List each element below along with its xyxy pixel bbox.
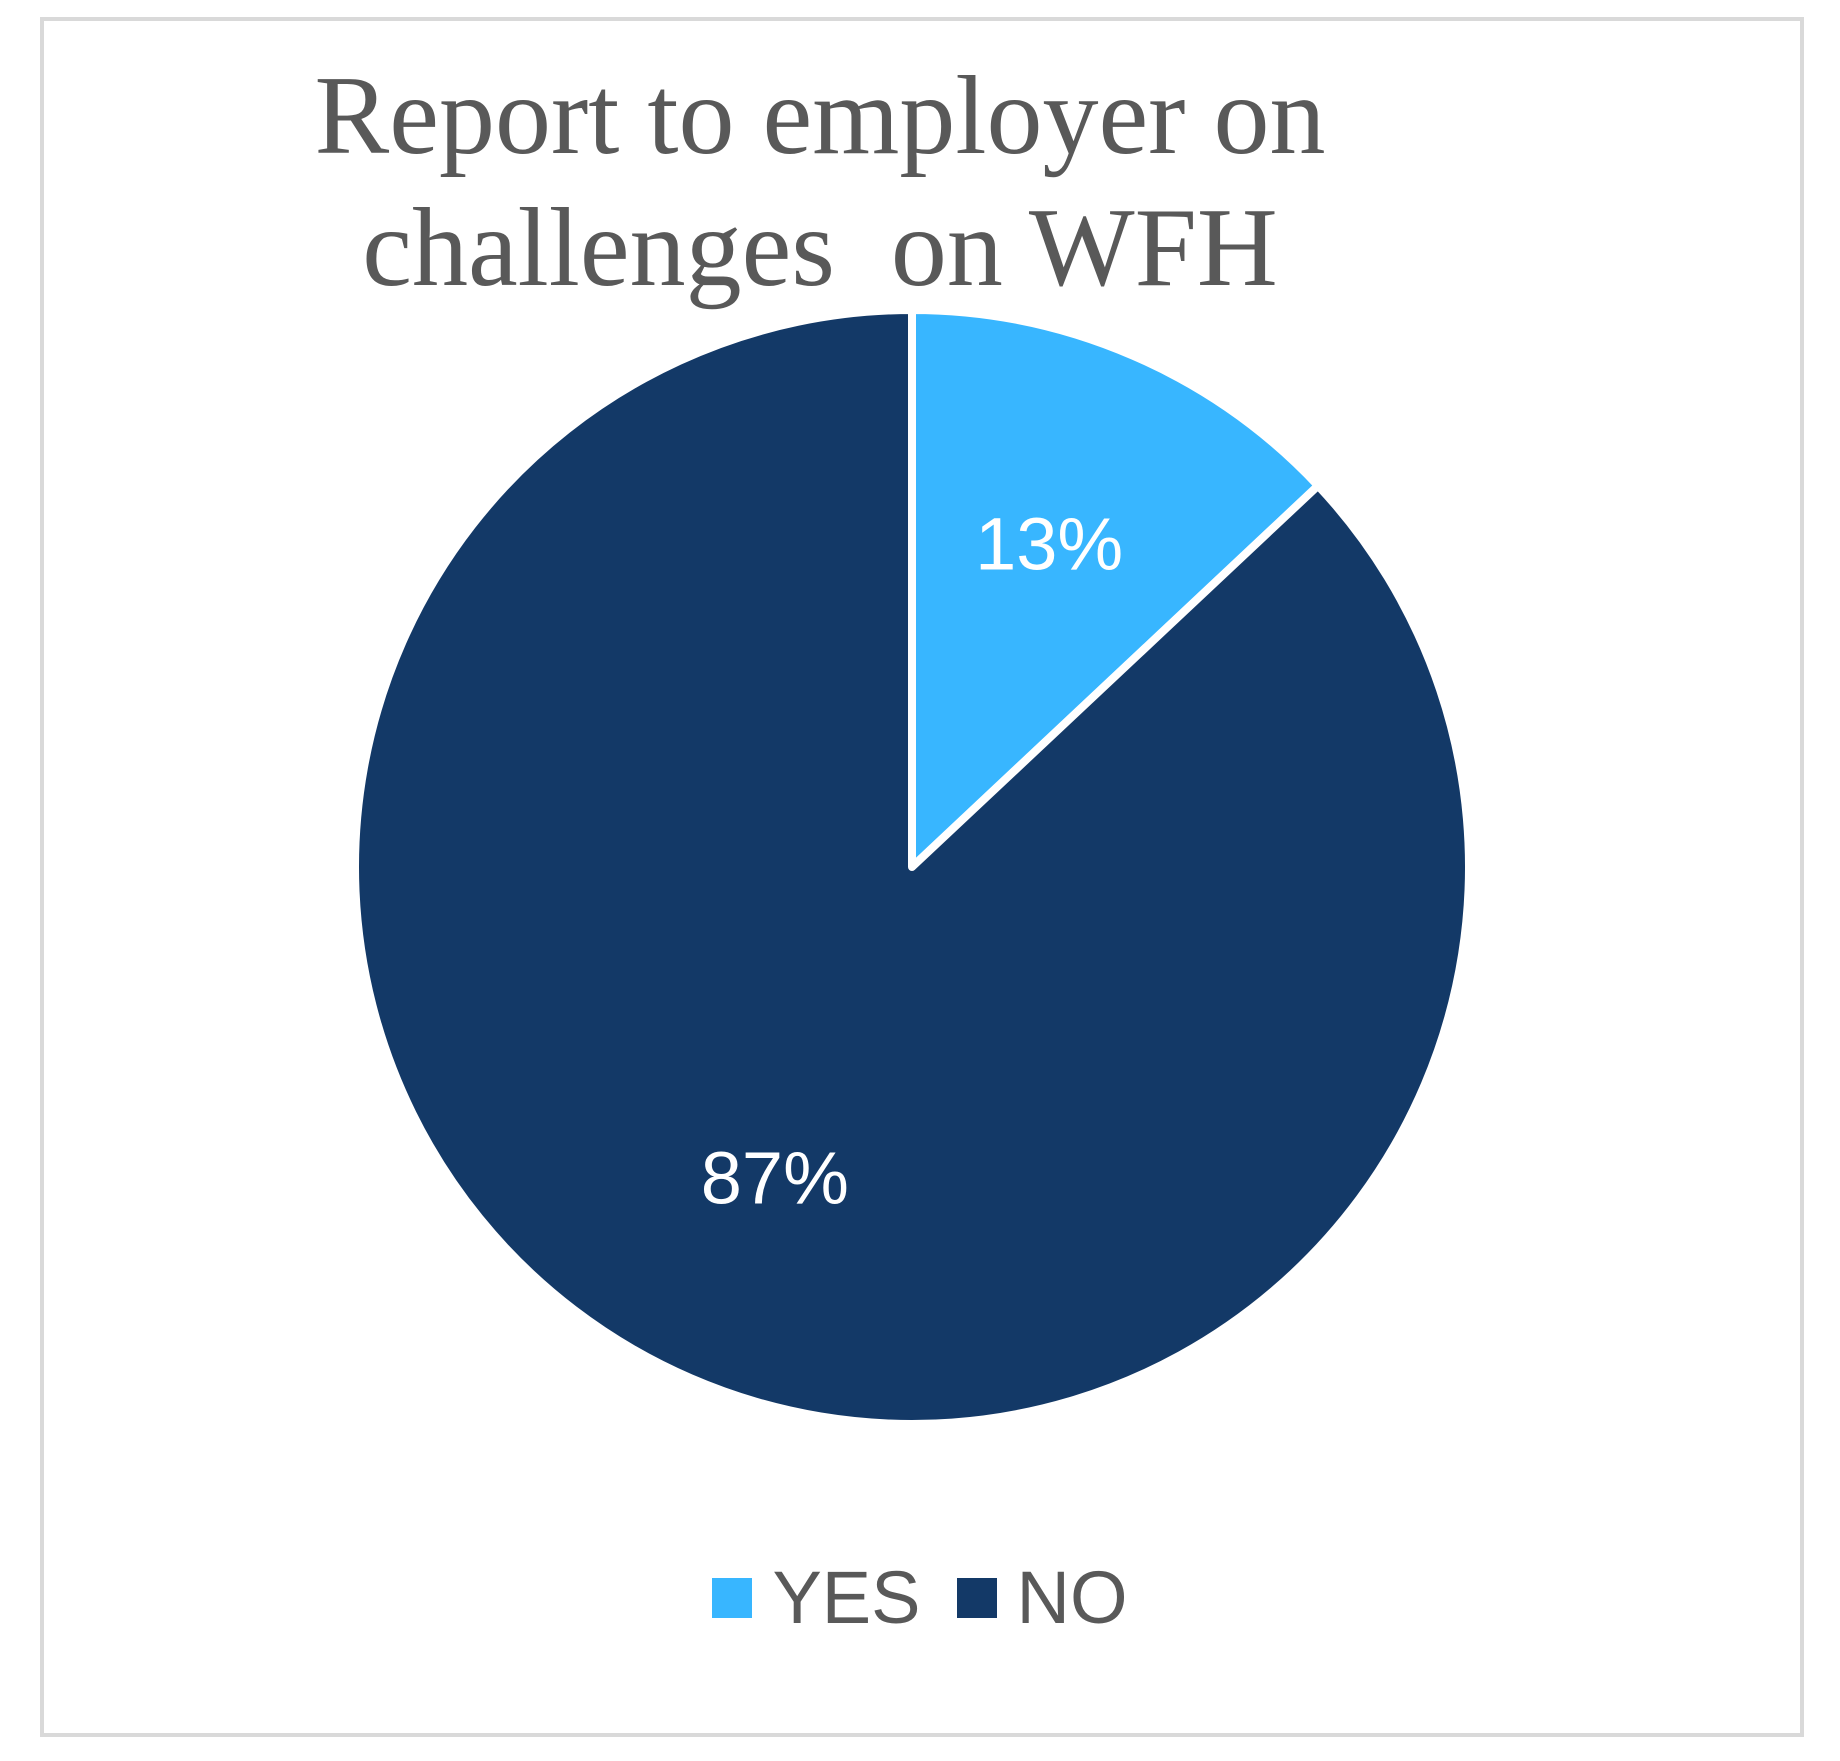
chart-title-line-1: Report to employer on (314, 54, 1326, 178)
data-label-yes: 13% (975, 503, 1123, 586)
legend-label-yes: YES (772, 1556, 921, 1639)
chart-title: Report to employer on challenges on WFH (0, 50, 1640, 314)
legend-swatch-yes (712, 1577, 753, 1618)
legend-item-yes: YES (712, 1555, 921, 1640)
pie-slice-no (351, 306, 1473, 1428)
pie-slice-yes (908, 306, 1323, 871)
legend-label-no: NO (1016, 1556, 1128, 1639)
data-label-no: 87% (701, 1136, 849, 1219)
legend-item-no: NO (956, 1555, 1128, 1640)
chart-title-line-2: challenges on WFH (362, 186, 1278, 310)
chart-legend: YES NO (0, 1555, 1840, 1640)
legend-swatch-no (956, 1577, 997, 1618)
